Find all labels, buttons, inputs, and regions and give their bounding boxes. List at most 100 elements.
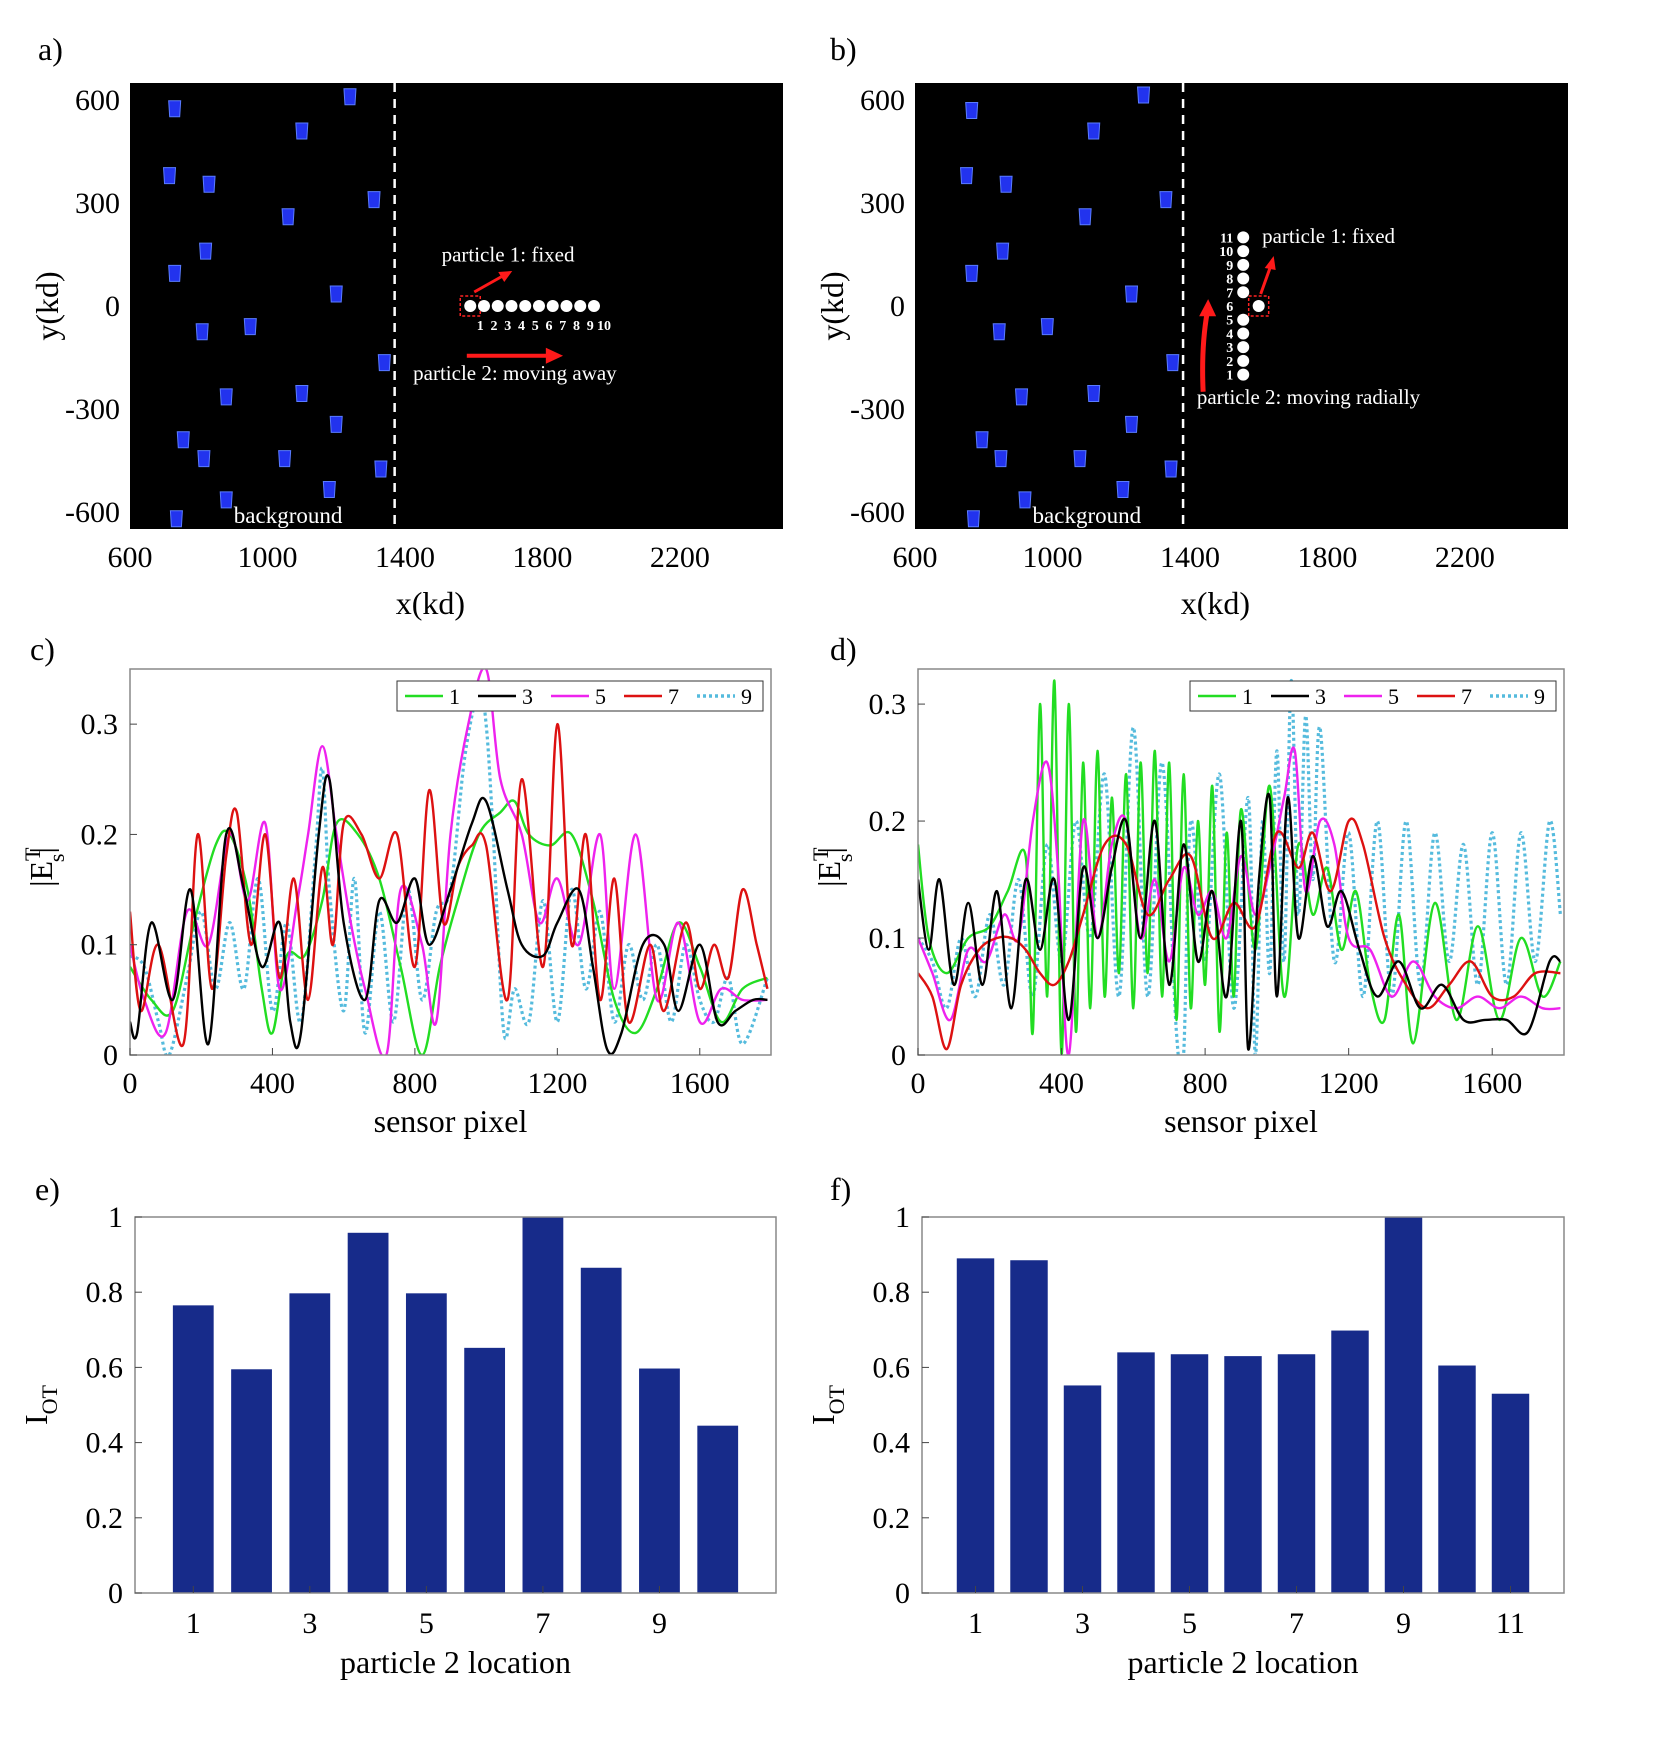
legend-label: 9 [741,684,752,709]
x-tick-label: 5 [1182,1607,1197,1640]
legend-label: 9 [1534,684,1545,709]
bar-1 [956,1258,995,1593]
particle-number: 6 [545,319,552,334]
panel-c: c) 0 400 800 1200 1600 0 0.1 0.2 0.3 sensor pixel |… [20,631,772,1139]
plot-area [130,83,783,529]
legend-label: 3 [1315,684,1326,709]
series-line-3 [918,792,1562,1051]
particle-marker [491,300,504,312]
arrow-head [1264,256,1276,270]
bar-8 [580,1267,622,1593]
x-tick-label: 3 [302,1607,317,1640]
y-axis-label: IOT [18,1384,62,1425]
background-particle [1078,208,1092,226]
x-tick-label: 1 [186,1607,201,1640]
y-tick-label: 0.1 [81,929,119,962]
series-line-7 [918,817,1561,1051]
arrow-head [1199,299,1217,317]
y-tick-label: 0.6 [86,1351,124,1384]
x-tick-label: 1200 [1319,1067,1379,1100]
bar-4 [347,1232,389,1593]
particle-number: 8 [573,319,580,334]
background-particle [162,167,177,185]
panel-d: d) 0 400 800 1200 1600 0 0.1 0.2 0.3 sensor pixel |… [808,631,1565,1139]
bar-7 [1277,1354,1316,1593]
background-particle [343,88,357,106]
background-particle [975,431,989,449]
particle-marker [560,300,573,312]
legend-label: 3 [522,684,533,709]
background-particle [1040,318,1054,336]
background-particle [1116,481,1130,499]
y-tick-label: 300 [75,187,120,220]
particle-marker [574,300,587,312]
x-tick-label: 600 [108,541,153,574]
y-tick-label: 1 [895,1201,910,1234]
x-tick-label: 800 [1183,1067,1228,1100]
y-tick-label: 0.2 [81,818,119,851]
particle-marker [1237,354,1250,367]
y-tick-label: 0.2 [869,805,907,838]
y-axis-label-sub: OT [824,1384,849,1414]
annotation-moving: particle 2: moving away [413,361,617,385]
bar-10 [1438,1365,1476,1593]
y-tick-label: 0.2 [873,1502,911,1535]
y-axis-label-sup: T [808,847,833,861]
y-tick-label: 0.8 [86,1276,124,1309]
x-tick-label: 1 [968,1607,983,1640]
series-line-5 [918,746,1561,1055]
y-tick-label: 0 [103,1039,118,1072]
particle-number: 9 [587,319,594,334]
x-tick-label: 3 [1075,1607,1090,1640]
particle-marker [505,300,518,312]
x-axis-label: particle 2 location [1127,1644,1358,1680]
y-tick-label: 0.3 [869,688,907,721]
x-tick-label: 1800 [512,541,572,574]
x-tick-label: 1400 [1160,541,1220,574]
background-particle [219,388,233,406]
arrow-head [545,347,564,364]
background-particle [1137,86,1151,104]
particle-number: 1 [1226,369,1233,384]
background-particle [1018,491,1032,509]
background-particle [367,191,381,209]
y-tick-label: -600 [850,496,905,529]
y-axis-label-main: I [18,1414,54,1425]
panel-label: c) [30,631,55,667]
x-axis-label: sensor pixel [374,1103,528,1139]
y-tick-label: 600 [860,84,905,117]
x-tick-label: 1600 [1462,1067,1522,1100]
particle-number: 2 [1226,355,1233,370]
particle-number: 9 [1226,259,1233,274]
x-axis-label: sensor pixel [1164,1103,1318,1139]
background-particle [176,431,190,449]
background-particle [960,167,974,185]
background-particle [197,450,211,468]
legend-label: 5 [1388,684,1399,709]
x-axis-label: particle 2 location [340,1644,571,1680]
y-tick-label: 0.4 [86,1427,124,1460]
series-line-7 [130,722,769,1048]
y-tick-label: 0 [890,290,905,323]
bar-3 [289,1293,331,1593]
y-tick-label: 0.8 [873,1276,911,1309]
panel-label: e) [35,1171,60,1207]
particle-marker [1237,231,1250,244]
x-tick-label: 600 [893,541,938,574]
y-tick-label: 0.2 [86,1502,124,1535]
bar-10 [697,1425,739,1593]
y-axis-label-sub: s [44,853,69,862]
arrow-radial [1200,312,1210,392]
y-tick-label: -300 [850,393,905,426]
background-particle [1087,384,1101,402]
legend-label: 1 [449,684,460,709]
background-particle [322,481,336,499]
x-tick-label: 1200 [527,1067,587,1100]
background-particle [374,460,388,478]
background-particle [1124,285,1139,303]
bar-9 [639,1368,680,1593]
background-particle [1159,191,1173,209]
bar-6 [464,1347,506,1593]
y-tick-label: -300 [65,393,120,426]
